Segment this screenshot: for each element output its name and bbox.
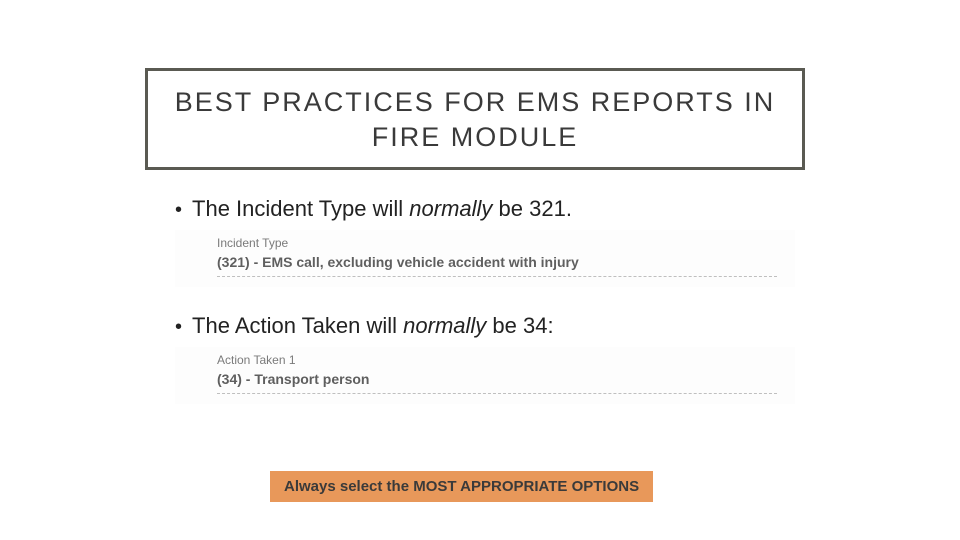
bullet-pre: The Action Taken will [192, 313, 403, 338]
footer-callout: Always select the MOST APPROPRIATE OPTIO… [270, 471, 653, 502]
content-area: • The Incident Type will normally be 321… [175, 196, 815, 430]
field-value: (321) - EMS call, excluding vehicle acci… [217, 254, 777, 277]
bullet-icon: • [175, 316, 182, 339]
field-block-incident-type: Incident Type (321) - EMS call, excludin… [175, 230, 795, 287]
slide-title: BEST PRACTICES FOR EMS REPORTS IN FIRE M… [168, 85, 782, 155]
bullet-icon: • [175, 199, 182, 222]
bullet-item: • The Action Taken will normally be 34: [175, 313, 815, 339]
bullet-item: • The Incident Type will normally be 321… [175, 196, 815, 222]
field-value: (34) - Transport person [217, 371, 777, 394]
field-label: Action Taken 1 [217, 353, 795, 367]
bullet-post: be 321. [492, 196, 572, 221]
bullet-text: The Action Taken will normally be 34: [192, 313, 554, 339]
bullet-post: be 34: [486, 313, 553, 338]
bullet-pre: The Incident Type will [192, 196, 409, 221]
bullet-italic: normally [403, 313, 486, 338]
title-box: BEST PRACTICES FOR EMS REPORTS IN FIRE M… [145, 68, 805, 170]
bullet-italic: normally [409, 196, 492, 221]
field-label: Incident Type [217, 236, 795, 250]
field-block-action-taken: Action Taken 1 (34) - Transport person [175, 347, 795, 404]
bullet-text: The Incident Type will normally be 321. [192, 196, 572, 222]
